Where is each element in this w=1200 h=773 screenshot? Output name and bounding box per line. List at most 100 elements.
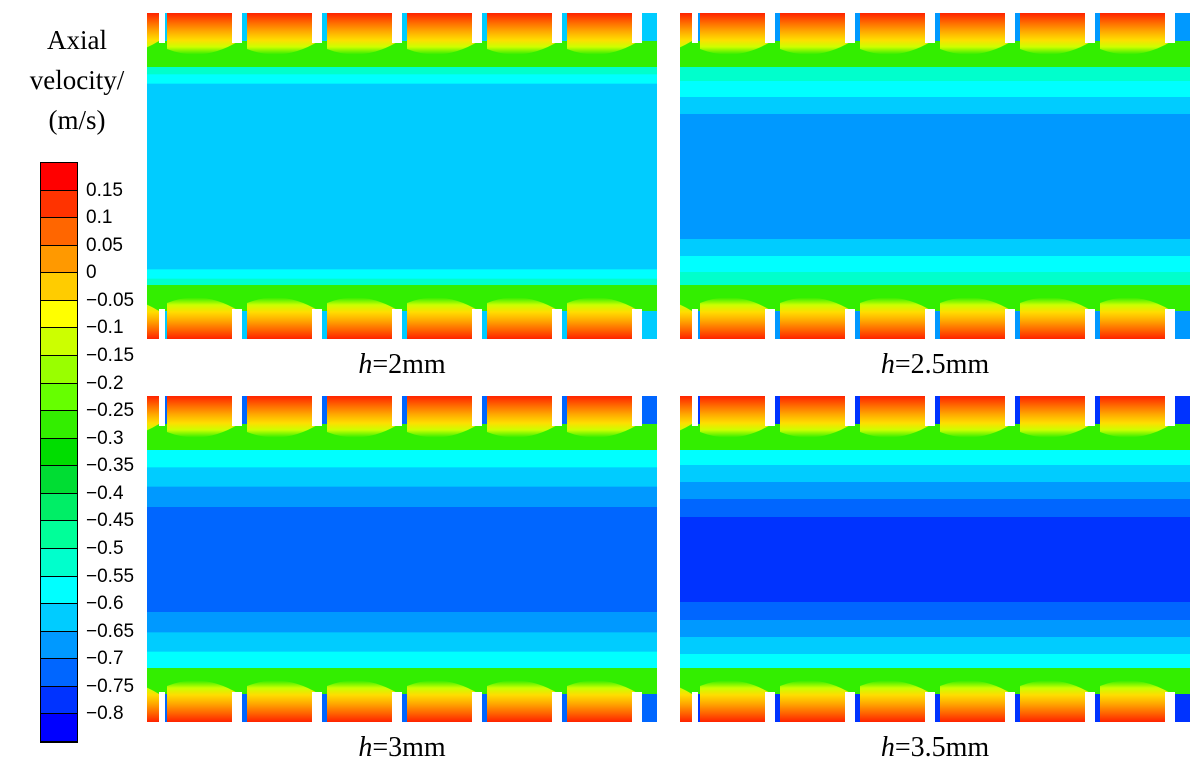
bottom-cavity-vortex	[407, 680, 479, 722]
bottom-baffle	[472, 309, 482, 339]
bottom-baffle	[925, 692, 935, 722]
legend-swatch	[41, 218, 77, 246]
bottom-baffle	[632, 692, 642, 722]
legend-level-label: −0.8	[86, 703, 124, 725]
velocity-band	[147, 486, 657, 507]
legend-swatch	[41, 438, 77, 467]
bottom-cavity-vortex	[700, 680, 772, 722]
legend-title-line-1: Axial	[47, 25, 107, 55]
top-baffle	[312, 396, 322, 426]
contour-panel-h-3-5mm	[680, 396, 1190, 722]
top-cavity-vortex	[860, 13, 932, 55]
top-cavity-vortex	[680, 13, 692, 48]
bottom-cavity-vortex	[247, 680, 319, 722]
top-baffle	[765, 13, 775, 43]
bottom-baffle	[692, 309, 698, 339]
velocity-band	[147, 277, 657, 288]
panel-caption-h-2-5mm: h=2.5mm	[680, 349, 1190, 381]
velocity-band	[147, 448, 657, 469]
top-cavity-vortex	[407, 396, 479, 438]
bottom-baffle	[845, 309, 855, 339]
caption-variable: h	[358, 349, 373, 380]
bottom-cavity-vortex	[940, 680, 1012, 722]
legend-level-label: −0.4	[86, 482, 124, 504]
legend-level-label: −0.45	[86, 510, 135, 532]
velocity-band	[680, 465, 1190, 483]
top-baffle	[632, 396, 642, 426]
top-cavity-vortex	[780, 396, 852, 438]
legend-swatch	[41, 300, 77, 329]
velocity-band	[680, 602, 1190, 620]
bottom-baffle	[312, 309, 322, 339]
bottom-baffle	[312, 692, 322, 722]
top-baffle	[632, 13, 642, 43]
caption-variable: h	[358, 732, 373, 763]
top-cavity-vortex	[147, 396, 159, 431]
top-cavity-vortex	[700, 13, 772, 55]
top-baffle	[692, 13, 698, 43]
legend-swatch	[41, 328, 77, 356]
bottom-cavity-vortex	[940, 297, 1012, 339]
bottom-baffle	[1005, 309, 1015, 339]
top-cavity-vortex	[167, 396, 239, 438]
bottom-cavity-vortex	[327, 680, 399, 722]
top-baffle	[845, 396, 855, 426]
legend-swatch	[41, 190, 77, 219]
top-cavity-vortex	[487, 396, 559, 438]
bottom-baffle	[1165, 692, 1175, 722]
legend-level-label: −0.05	[86, 289, 135, 311]
velocity-band	[680, 97, 1190, 114]
legend-level-label: −0.2	[86, 372, 124, 394]
top-baffle	[1005, 13, 1015, 43]
top-cavity-vortex	[1020, 396, 1092, 438]
bottom-cavity-vortex	[700, 297, 772, 339]
legend-level-label: 0.05	[86, 234, 123, 256]
top-cavity-vortex	[567, 13, 639, 55]
bottom-cavity-vortex	[147, 304, 159, 339]
top-cavity-vortex	[780, 13, 852, 55]
contour-plot-svg	[680, 396, 1190, 722]
bottom-baffle	[232, 309, 242, 339]
bottom-baffle	[552, 309, 562, 339]
bottom-baffle	[845, 692, 855, 722]
velocity-band	[680, 239, 1190, 256]
top-baffle	[232, 396, 242, 426]
legend-level-label: −0.65	[86, 620, 135, 642]
bottom-baffle	[392, 309, 402, 339]
velocity-band	[680, 81, 1190, 98]
velocity-band	[680, 448, 1190, 466]
bottom-baffle	[159, 309, 165, 339]
top-cavity-vortex	[247, 13, 319, 55]
bottom-cavity-vortex	[567, 297, 639, 339]
top-baffle	[392, 396, 402, 426]
top-cavity-vortex	[327, 13, 399, 55]
bottom-cavity-vortex	[860, 680, 932, 722]
bottom-cavity-vortex	[780, 680, 852, 722]
top-cavity-vortex	[167, 13, 239, 55]
legend-level-label: −0.7	[86, 648, 124, 670]
legend-level-label: −0.1	[86, 317, 124, 339]
caption-variable: h	[880, 732, 895, 763]
legend-title-line-3: (m/s)	[48, 105, 106, 135]
caption-value: =3mm	[372, 732, 446, 763]
bottom-cavity-vortex	[487, 680, 559, 722]
legend-swatch	[41, 466, 77, 494]
velocity-band	[147, 83, 657, 94]
bottom-baffle	[632, 309, 642, 339]
top-baffle	[845, 13, 855, 43]
legend-level-label: 0	[86, 262, 97, 284]
top-baffle	[552, 13, 562, 43]
velocity-band	[680, 653, 1190, 671]
bottom-cavity-vortex	[780, 297, 852, 339]
legend-swatch	[41, 273, 77, 301]
top-baffle	[159, 396, 165, 426]
bottom-cavity-vortex	[680, 304, 692, 339]
top-cavity-vortex	[407, 13, 479, 55]
contour-plot-svg	[147, 396, 657, 722]
contour-plot-svg	[147, 13, 657, 339]
legend-title-line-2: velocity/	[29, 65, 125, 95]
legend-level-label: −0.15	[86, 345, 135, 366]
legend-swatch	[41, 631, 77, 660]
legend-swatch	[41, 604, 77, 632]
top-cavity-vortex	[940, 396, 1012, 438]
